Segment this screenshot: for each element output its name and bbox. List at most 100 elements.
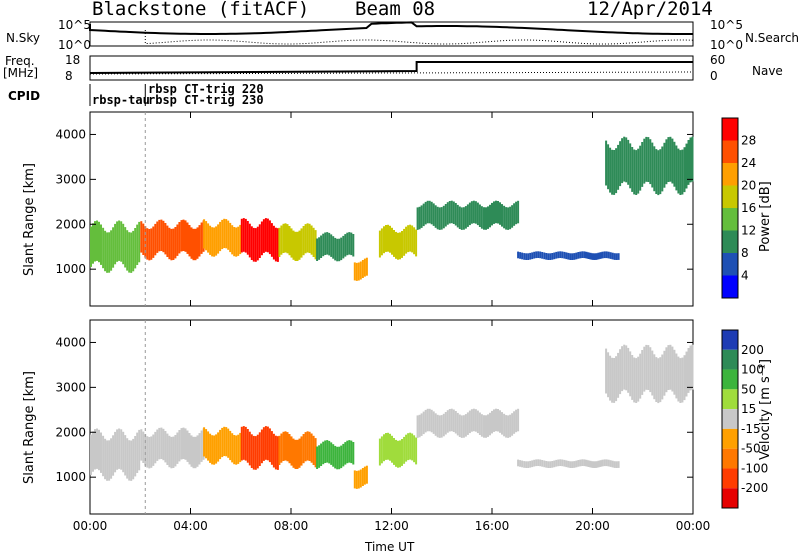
nsky-tick-low: 10^0 xyxy=(58,38,91,52)
velocity-echo-cell xyxy=(278,435,281,465)
velocity-echo-cell xyxy=(456,412,459,436)
power-echo-cell xyxy=(677,148,680,194)
velocity-echo-cell xyxy=(387,432,389,460)
velocity-echo-cell xyxy=(517,408,520,432)
nsky-trace xyxy=(89,21,693,35)
velocity-echo-cell xyxy=(352,442,355,465)
velocity-echo-cell xyxy=(569,461,572,468)
power-echo-cell xyxy=(513,203,516,226)
velocity-echo-cell xyxy=(300,436,303,466)
velocity-echo-cell xyxy=(651,350,654,396)
velocity-echo-cell xyxy=(633,357,636,403)
velocity-echo-cell xyxy=(478,412,481,435)
power-echo-cell xyxy=(424,201,427,225)
power-echo-cell xyxy=(569,253,572,260)
nave-tick-high: 60 xyxy=(710,53,726,67)
power-echo-cell xyxy=(156,221,159,253)
velocity-echo-cell xyxy=(340,445,343,469)
power-cbar-segment xyxy=(722,253,738,276)
power-echo-cell xyxy=(623,136,626,182)
velocity-echo-cell xyxy=(577,460,580,467)
velocity-echo-cell xyxy=(94,429,96,470)
power-echo-cell xyxy=(545,253,548,260)
velocity-echo-cell xyxy=(440,415,443,438)
power-echo-cell xyxy=(411,225,414,253)
power-echo-cell xyxy=(415,229,418,257)
power-echo-cell xyxy=(106,232,109,273)
power-echo-cell xyxy=(448,201,451,224)
velocity-echo-cell xyxy=(168,435,171,468)
power-echo-cell xyxy=(215,226,218,256)
power-echo-cell xyxy=(180,220,183,252)
velocity-echo-cell xyxy=(537,459,540,466)
velocity-echo-cell xyxy=(272,433,275,468)
velocity-echo-cell xyxy=(389,433,391,461)
velocity-echo-cell xyxy=(342,443,345,467)
power-echo-cell xyxy=(609,252,612,259)
velocity-echo-cell xyxy=(194,436,197,469)
velocity-echo-cell xyxy=(464,414,467,437)
power-echo-cell xyxy=(264,218,267,252)
power-echo-cell xyxy=(575,252,578,260)
power-echo-cell xyxy=(361,260,364,278)
velocity-echo-cell xyxy=(122,431,125,473)
power-echo-cell xyxy=(543,252,546,260)
velocity-echo-cell xyxy=(401,439,403,466)
power-echo-cell xyxy=(176,224,179,256)
velocity-echo-cell xyxy=(336,446,339,470)
power-echo-cell xyxy=(476,202,479,226)
power-echo-cell xyxy=(401,231,403,258)
velocity-echo-cell xyxy=(166,433,169,465)
velocity-echo-cell xyxy=(239,432,242,463)
velocity-echo-cell xyxy=(422,411,425,435)
velocity-echo-cell xyxy=(324,440,327,463)
power-echo-cell xyxy=(242,218,245,252)
velocity-echo-cell xyxy=(619,349,622,395)
velocity-echo-cell xyxy=(154,431,157,464)
power-echo-cell xyxy=(407,225,410,253)
velocity-echo-cell xyxy=(116,429,119,470)
power-echo-cell xyxy=(203,219,206,249)
power-echo-cell xyxy=(294,231,297,261)
power-echo-cell xyxy=(110,230,113,271)
power-echo-cell xyxy=(551,253,554,260)
velocity-echo-cell xyxy=(503,413,506,437)
velocity-echo-cell xyxy=(426,408,429,432)
velocity-echo-cell xyxy=(363,466,366,485)
velocity-echo-cell xyxy=(448,409,451,432)
power-echo-cell xyxy=(142,223,145,255)
velocity-echo-cell xyxy=(292,438,295,468)
velocity-echo-cell xyxy=(134,436,137,477)
power-echo-cell xyxy=(233,227,236,257)
velocity-echo-cell xyxy=(507,415,510,438)
power-echo-cell xyxy=(413,227,416,255)
power-echo-cell xyxy=(464,206,467,229)
power-echo-cell xyxy=(593,253,596,260)
power-echo-cell xyxy=(308,223,311,253)
power-echo-cell xyxy=(472,200,475,224)
power-echo-cell xyxy=(168,227,171,260)
power-echo-cell xyxy=(244,218,247,253)
power-echo-cell xyxy=(665,139,668,185)
velocity-echo-cell xyxy=(442,413,445,437)
power-cbar-segment xyxy=(722,185,738,208)
velocity-cbar-tick: -100 xyxy=(741,461,768,475)
power-echo-cell xyxy=(94,221,96,262)
velocity-echo-cell xyxy=(470,409,473,432)
velocity-echo-cell xyxy=(627,347,630,393)
power-echo-cell xyxy=(515,201,518,225)
velocity-echo-cell xyxy=(260,429,263,464)
power-echo-cell xyxy=(470,201,473,224)
power-echo-cell xyxy=(585,251,588,259)
velocity-echo-cell xyxy=(683,355,686,401)
velocity-echo-cell xyxy=(667,345,670,390)
power-echo-cell xyxy=(442,205,445,229)
velocity-echo-cell xyxy=(681,357,684,403)
velocity-echo-cell xyxy=(563,459,566,467)
power-echo-cell xyxy=(152,226,155,258)
power-echo-cell xyxy=(258,224,261,258)
power-echo-cell xyxy=(162,220,165,253)
velocity-echo-cell xyxy=(603,459,606,467)
power-echo-cell xyxy=(501,204,503,227)
velocity-echo-cell xyxy=(438,415,441,438)
